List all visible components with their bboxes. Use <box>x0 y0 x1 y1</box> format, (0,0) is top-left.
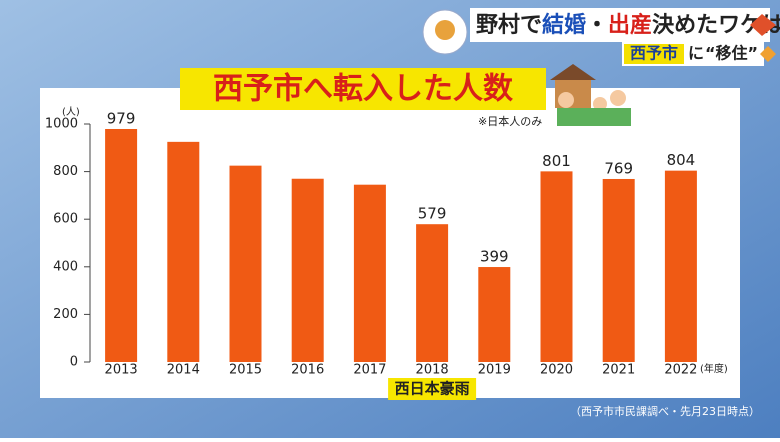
x-tick-label: 2020 <box>540 363 573 378</box>
bar <box>664 170 697 362</box>
headline-part: 出産 <box>608 12 652 38</box>
x-tick-label: 2015 <box>229 363 262 378</box>
chart-panel <box>40 88 740 398</box>
note: ※日本人のみ <box>478 114 542 128</box>
value-label: 399 <box>480 248 509 266</box>
bar <box>105 128 138 362</box>
plot: 0 200 400 600 800 1000 2013 979 2014 2015 2016 2017… <box>45 109 697 400</box>
value-label: 979 <box>107 109 136 127</box>
bar <box>416 224 449 362</box>
headline: 野村で結婚・出産決めたワケは？ <box>476 12 780 38</box>
illustration-person <box>558 92 574 108</box>
annotation: 西日本豪雨 <box>395 380 470 398</box>
title-box <box>180 68 546 110</box>
headline-banner <box>470 8 770 42</box>
illustration-person <box>610 90 626 106</box>
subhead-particle: に <box>688 44 704 63</box>
x-tick-label: 2018 <box>416 363 449 378</box>
subhead-place: 西予市 <box>630 44 678 63</box>
x-unit: (年度) <box>700 362 728 375</box>
x-tick-label: 2019 <box>478 363 511 378</box>
x-tick-label: 2016 <box>291 363 324 378</box>
bar <box>353 184 386 362</box>
bar <box>602 178 635 362</box>
illustration-person <box>593 97 607 111</box>
bar <box>167 141 200 362</box>
logo-mark <box>435 20 455 40</box>
x-tick-label: 2013 <box>105 363 138 378</box>
subhead-topic: “移住” <box>705 44 758 63</box>
x-tick-label: 2014 <box>167 363 200 378</box>
x-tick-label: 2017 <box>353 363 386 378</box>
bar <box>540 171 573 362</box>
bar <box>478 267 511 362</box>
value-label: 579 <box>418 205 447 223</box>
y-tick-label: 1000 <box>45 117 78 132</box>
place-box <box>624 44 684 64</box>
y-tick-label: 400 <box>53 259 78 274</box>
y-tick-label: 800 <box>53 164 78 179</box>
bar <box>291 178 324 362</box>
x-tick-label: 2021 <box>602 363 635 378</box>
illustration-bodies <box>557 108 631 126</box>
value-label: 769 <box>604 159 633 177</box>
y-tick-label: 200 <box>53 307 78 322</box>
headline-part: ・ <box>586 13 608 38</box>
value-label: 804 <box>667 151 696 169</box>
y-unit: (人) <box>62 106 80 118</box>
diamond-icon <box>760 46 776 62</box>
diamond-icon <box>750 14 776 36</box>
source: （西予市市民課調べ・先月23日時点） <box>570 404 760 418</box>
y-tick-label: 0 <box>70 355 78 370</box>
chart-title: 西予市へ転入した人数 <box>213 72 514 107</box>
illustration-roof <box>550 64 596 80</box>
y-tick-label: 600 <box>53 212 78 227</box>
headline-part: 結婚 <box>542 12 586 38</box>
x-tick-label: 2022 <box>664 363 697 378</box>
headline-part: 野村で <box>476 13 542 38</box>
value-label: 801 <box>542 152 571 170</box>
annotation-box <box>388 378 477 400</box>
bar <box>229 165 262 362</box>
